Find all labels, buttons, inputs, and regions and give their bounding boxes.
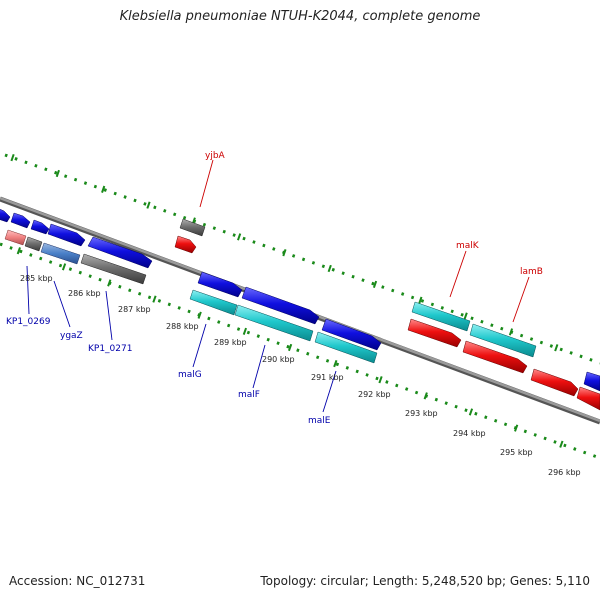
scale-tick [514, 424, 519, 432]
gene-arrow[interactable] [80, 253, 147, 285]
kbp-label: 295 kbp [500, 448, 533, 457]
scale-tick [333, 359, 338, 368]
scale-tick [463, 312, 468, 320]
gene-arrow[interactable] [189, 289, 238, 316]
scale-tick [237, 233, 242, 241]
scale-tick [418, 296, 423, 304]
scale-tick-marks [10, 154, 564, 448]
upper-dotted-line [4, 153, 600, 365]
genome-title: Klebsiella pneumoniae NTUH-K2044, comple… [119, 9, 481, 24]
gene-arrow[interactable] [47, 223, 86, 247]
scale-tick [468, 408, 474, 416]
kbp-label: 294 kbp [453, 429, 486, 438]
kbp-label: 288 kbp [166, 322, 199, 331]
gene-arrow[interactable] [0, 207, 11, 223]
scale-tick [101, 185, 106, 193]
gene-arrow[interactable] [411, 301, 471, 332]
lower-dotted-line [0, 242, 600, 460]
gene-arrow[interactable] [583, 371, 600, 392]
topology-summary-text: Topology: circular; Length: 5,248,520 bp… [260, 574, 590, 588]
gene-arrow[interactable] [179, 218, 206, 237]
gene-label-ygaZ: ygaZ [60, 331, 83, 341]
gene-arrow[interactable] [24, 236, 43, 252]
gene-arrow[interactable] [10, 212, 31, 229]
kbp-label: 287 kbp [118, 305, 151, 314]
kbp-label: 293 kbp [405, 409, 438, 418]
scale-tick [554, 344, 559, 352]
gene-arrow[interactable] [530, 368, 579, 397]
label-leader-lines [26, 159, 530, 413]
scale-tick [378, 376, 383, 384]
kbp-label: 286 kbp [68, 289, 101, 298]
gene-arrow[interactable] [241, 286, 320, 325]
scale-tick [559, 440, 564, 448]
gene-arrow[interactable] [407, 318, 462, 348]
gene-arrows[interactable] [0, 207, 600, 411]
gene-arrow[interactable] [197, 271, 243, 298]
scale-tick [152, 295, 157, 303]
gene-arrow[interactable] [4, 229, 27, 246]
scale-tick [16, 247, 21, 255]
scale-tick [327, 264, 332, 273]
kbp-label: 285 kbp [20, 274, 53, 283]
scale-tick [107, 279, 112, 287]
gene-label-KP1_0271: KP1_0271 [88, 344, 132, 354]
kbp-label: 291 kbp [311, 373, 344, 382]
gene-arrow[interactable] [469, 323, 537, 358]
scale-tick [372, 280, 378, 288]
gene-arrow[interactable] [30, 219, 50, 235]
gene-arrow[interactable] [321, 318, 382, 351]
scale-tick [282, 249, 287, 257]
accession-text: Accession: NC_012731 [9, 574, 146, 588]
kbp-label: 296 kbp [548, 468, 581, 477]
scale-tick [146, 201, 151, 209]
gene-label-lamB: lamB [520, 267, 543, 277]
gene-label-malG: malG [178, 370, 202, 380]
kbp-label: 290 kbp [262, 355, 295, 364]
gene-arrow[interactable] [234, 304, 314, 342]
gene-arrow[interactable] [576, 386, 600, 411]
scale-tick [61, 263, 67, 271]
scale-tick [508, 328, 514, 336]
gene-arrow[interactable] [40, 242, 81, 265]
kbp-label: 292 kbp [358, 390, 391, 399]
scale-tick [55, 169, 60, 178]
gene-arrow[interactable] [314, 331, 378, 364]
scale-tick [197, 311, 202, 319]
scale-tick [242, 327, 248, 335]
gene-label-malE: malE [308, 416, 331, 426]
gene-arrow[interactable] [87, 236, 153, 269]
gene-label-malK: malK [456, 241, 480, 251]
scale-tick [10, 154, 15, 162]
gene-arrow[interactable] [174, 235, 197, 254]
scale-tick [287, 343, 293, 352]
gene-label-malF: malF [238, 390, 260, 400]
scale-tick [423, 392, 428, 400]
gene-arrow[interactable] [462, 340, 528, 374]
kbp-label: 289 kbp [214, 338, 247, 347]
gene-label-yjbA: yjbA [205, 151, 226, 161]
gene-label-KP1_0269: KP1_0269 [6, 317, 51, 327]
